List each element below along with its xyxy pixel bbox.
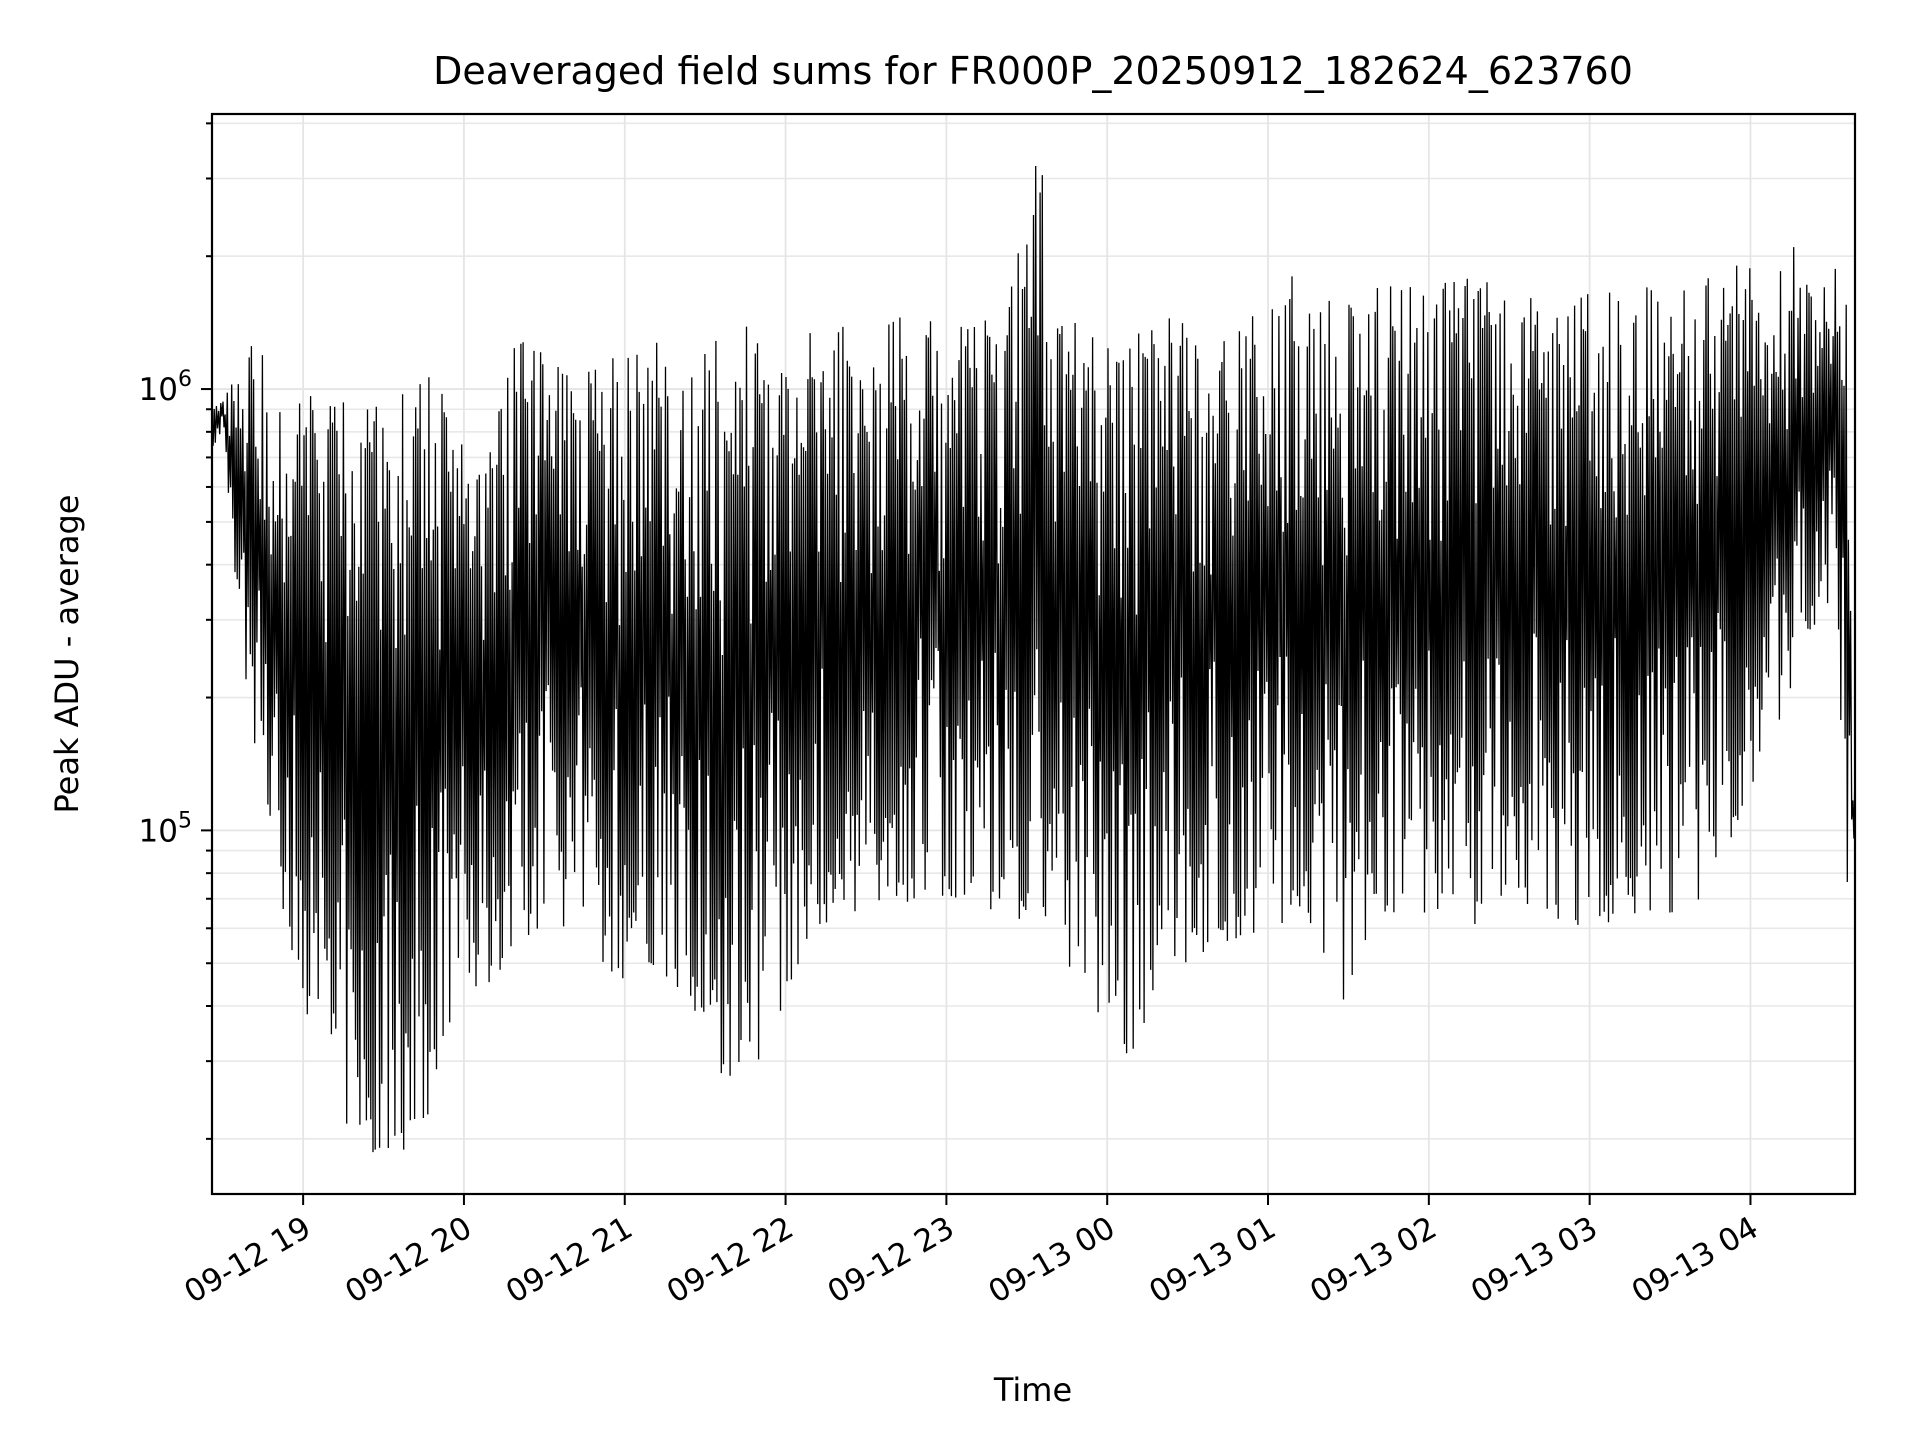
y-ticks: 105 106: [139, 122, 212, 1140]
x-tick-label: 09-12 22: [661, 1210, 800, 1311]
x-tick-label: 09-13 04: [1626, 1210, 1765, 1311]
x-tick-label: 09-13 01: [1143, 1210, 1282, 1311]
x-tick-label: 09-12 19: [178, 1210, 317, 1311]
y-tick-label: 106: [139, 367, 192, 408]
plot-frame: [210, 112, 1857, 1196]
x-tick-label: 09-12 20: [339, 1210, 478, 1311]
series: [211, 165, 1856, 1153]
x-tick-label: 09-13 03: [1465, 1210, 1604, 1311]
y-tick-label: 105: [139, 808, 192, 849]
x-tick-label: 09-12 21: [500, 1210, 639, 1311]
x-tick-label: 09-13 02: [1304, 1210, 1443, 1311]
y-axis-label: Peak ADU - average: [48, 495, 86, 814]
x-ticks: 09-12 19 09-12 20 09-12 21 09-12 22 09-12 23…: [178, 1194, 1764, 1311]
x-tick-label: 09-12 23: [822, 1210, 961, 1311]
chart-title: Deaveraged field sums for FR000P_2025091…: [433, 49, 1633, 93]
x-tick-label: 09-13 00: [982, 1210, 1121, 1311]
x-axis-label: Time: [993, 1371, 1072, 1409]
series-line: [211, 165, 1856, 1153]
